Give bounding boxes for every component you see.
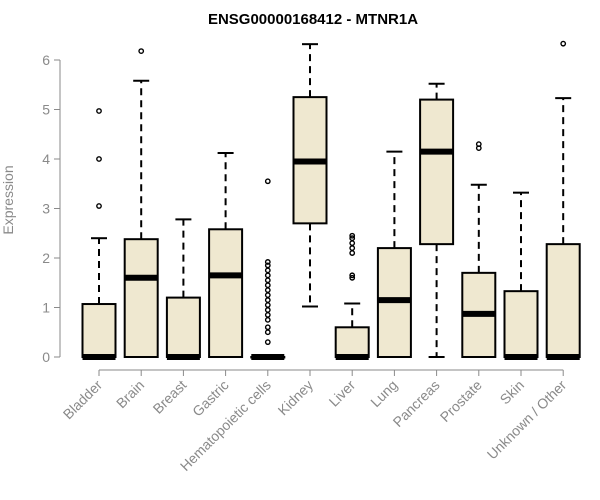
outlier-liver-1 xyxy=(349,272,356,279)
box-pancreas xyxy=(419,82,455,358)
box-rect-brain xyxy=(123,238,159,358)
box-bladder xyxy=(81,108,117,360)
outlier-hematopoietic-cells-5 xyxy=(264,307,271,313)
chart-title: ENSG00000168412 - MTNR1A xyxy=(208,11,418,28)
y-tick-label-4: 4 xyxy=(42,151,50,167)
box-liver xyxy=(334,232,370,360)
outlier-hematopoietic-cells-16 xyxy=(264,178,271,185)
outlier-liver-0 xyxy=(349,274,356,281)
outlier-hematopoietic-cells-7 xyxy=(264,297,271,303)
box-rect-gastric xyxy=(208,228,244,358)
box-brain xyxy=(123,48,159,358)
outlier-hematopoietic-cells-14 xyxy=(264,262,271,269)
box-rect-unknown-other xyxy=(545,243,581,358)
box-prostate xyxy=(461,141,497,359)
box-skin xyxy=(503,191,539,360)
category-label-kidney: Kidney xyxy=(275,377,317,419)
outlier-hematopoietic-cells-9 xyxy=(264,287,271,294)
outlier-liver-4 xyxy=(349,240,356,247)
outlier-hematopoietic-cells-10 xyxy=(264,282,271,289)
outlier-prostate-1 xyxy=(475,141,482,148)
outlier-hematopoietic-cells-12 xyxy=(264,272,271,279)
box-gastric xyxy=(208,152,244,358)
y-tick-label-6: 6 xyxy=(42,52,50,68)
box-lung xyxy=(376,150,412,359)
outlier-hematopoietic-cells-8 xyxy=(264,292,271,299)
outlier-hematopoietic-cells-15 xyxy=(264,259,271,265)
y-tick-label-1: 1 xyxy=(42,300,50,316)
outlier-liver-5 xyxy=(349,235,356,242)
outlier-hematopoietic-cells-11 xyxy=(264,277,271,284)
outlier-bladder-2 xyxy=(96,108,102,114)
category-label-prostate: Prostate xyxy=(437,377,485,425)
outlier-hematopoietic-cells-3 xyxy=(264,316,271,323)
y-axis-label: Expression xyxy=(0,165,16,234)
y-axis: 0 1 2 3 4 5 6 xyxy=(42,52,61,365)
category-label-pancreas: Pancreas xyxy=(390,377,443,430)
outlier-hematopoietic-cells-13 xyxy=(264,267,271,274)
box-breast xyxy=(165,218,201,360)
box-rect-breast xyxy=(165,296,201,359)
outlier-liver-6 xyxy=(349,232,356,239)
outlier-hematopoietic-cells-2 xyxy=(264,324,271,331)
boxes-group xyxy=(81,40,581,360)
box-rect-skin xyxy=(503,290,539,359)
outlier-hematopoietic-cells-1 xyxy=(264,329,271,336)
x-axis xyxy=(98,369,564,376)
category-label-skin: Skin xyxy=(497,377,528,408)
outlier-liver-3 xyxy=(349,245,356,252)
category-label-bladder: Bladder xyxy=(60,377,106,423)
category-label-unknown-other: Unknown / Other xyxy=(484,377,570,463)
y-tick-label-5: 5 xyxy=(42,102,50,118)
box-rect-bladder xyxy=(81,303,117,359)
outlier-unknown-other-0 xyxy=(560,40,567,47)
outlier-hematopoietic-cells-0 xyxy=(264,339,271,346)
y-tick-label-0: 0 xyxy=(42,349,50,365)
outlier-bladder-0 xyxy=(96,203,102,209)
outlier-hematopoietic-cells-4 xyxy=(264,312,271,318)
category-label-brain: Brain xyxy=(113,377,147,411)
box-rect-pancreas xyxy=(419,98,455,246)
outlier-bladder-1 xyxy=(96,156,102,162)
category-label-breast: Breast xyxy=(150,377,190,417)
box-kidney xyxy=(292,43,328,308)
outlier-hematopoietic-cells-6 xyxy=(264,302,271,308)
outlier-liver-2 xyxy=(349,250,356,256)
box-hematopoietic-cells xyxy=(250,178,286,360)
outlier-brain-0 xyxy=(138,48,145,54)
category-label-lung: Lung xyxy=(367,377,400,410)
y-tick-label-3: 3 xyxy=(42,201,50,217)
box-rect-liver xyxy=(334,326,370,358)
box-unknown-other xyxy=(545,40,581,360)
y-tick-label-2: 2 xyxy=(42,250,50,266)
category-label-liver: Liver xyxy=(326,377,359,410)
